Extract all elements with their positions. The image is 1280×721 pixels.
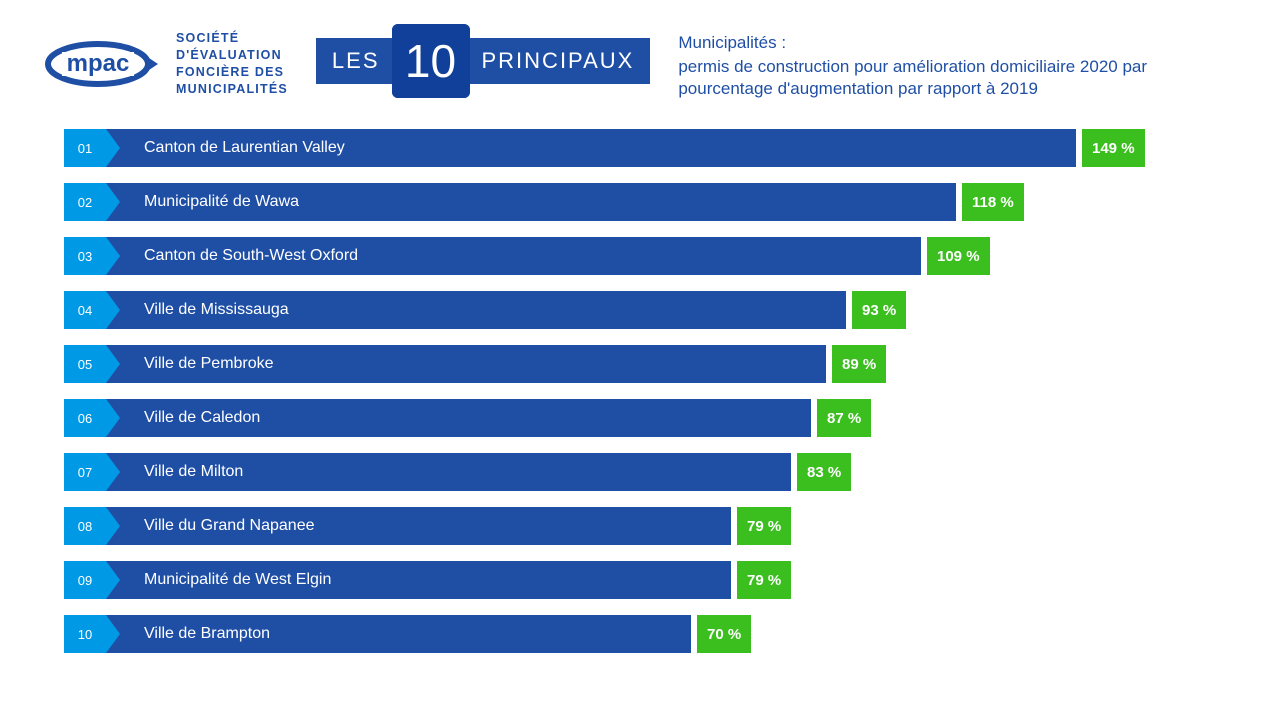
value-box: 79 % xyxy=(737,507,791,545)
logo-tagline-line: D'ÉVALUATION xyxy=(176,47,288,64)
bar-label: Ville de Mississauga xyxy=(144,301,289,319)
bar-label: Municipalité de West Elgin xyxy=(144,571,331,589)
bar-label: Canton de Laurentian Valley xyxy=(144,139,345,157)
header: mpac SOCIÉTÉ D'ÉVALUATION FONCIÈRE DES M… xyxy=(38,30,1242,99)
rank-tab: 08 xyxy=(64,507,106,545)
chart-row: 01 Canton de Laurentian Valley 149 % xyxy=(64,129,1216,167)
page: mpac SOCIÉTÉ D'ÉVALUATION FONCIÈRE DES M… xyxy=(0,0,1280,653)
logo-tagline-line: FONCIÈRE DES xyxy=(176,64,288,81)
value-box: 109 % xyxy=(927,237,990,275)
rank-tab: 09 xyxy=(64,561,106,599)
value-box: 93 % xyxy=(852,291,906,329)
value-box: 79 % xyxy=(737,561,791,599)
bar-label: Ville de Milton xyxy=(144,463,243,481)
rank-tab: 07 xyxy=(64,453,106,491)
bar: Ville de Mississauga xyxy=(106,291,846,329)
top10-chart: 01 Canton de Laurentian Valley 149 % 02 Muni… xyxy=(38,129,1242,653)
chart-row: 06 Ville de Caledon 87 % xyxy=(64,399,1216,437)
logo-tagline: SOCIÉTÉ D'ÉVALUATION FONCIÈRE DES MUNICI… xyxy=(176,30,288,98)
bar: Canton de Laurentian Valley xyxy=(106,129,1076,167)
title-left: LES xyxy=(316,38,396,84)
mpac-logo-icon: mpac xyxy=(38,34,158,94)
rank-tab: 04 xyxy=(64,291,106,329)
bar-label: Ville de Brampton xyxy=(144,625,270,643)
chart-row: 02 Municipalité de Wawa 118 % xyxy=(64,183,1216,221)
value-box: 149 % xyxy=(1082,129,1145,167)
rank-tab: 05 xyxy=(64,345,106,383)
chart-row: 07 Ville de Milton 83 % xyxy=(64,453,1216,491)
bar: Municipalité de West Elgin xyxy=(106,561,731,599)
title-badge: LES 10 PRINCIPAUX xyxy=(316,30,650,92)
logo-tagline-line: SOCIÉTÉ xyxy=(176,30,288,47)
bar: Ville de Pembroke xyxy=(106,345,826,383)
title-right: PRINCIPAUX xyxy=(466,38,651,84)
chart-row: 09 Municipalité de West Elgin 79 % xyxy=(64,561,1216,599)
bar: Ville du Grand Napanee xyxy=(106,507,731,545)
subtitle: Municipalités : permis de construction p… xyxy=(678,30,1242,99)
value-box: 118 % xyxy=(962,183,1024,221)
bar-label: Ville de Caledon xyxy=(144,409,260,427)
bar: Canton de South-West Oxford xyxy=(106,237,921,275)
value-box: 70 % xyxy=(697,615,751,653)
rank-tab: 06 xyxy=(64,399,106,437)
rank-tab: 10 xyxy=(64,615,106,653)
logo-block: mpac SOCIÉTÉ D'ÉVALUATION FONCIÈRE DES M… xyxy=(38,30,288,98)
subtitle-body: permis de construction pour amélioration… xyxy=(678,56,1242,100)
title-number: 10 xyxy=(392,24,470,98)
bar: Ville de Milton xyxy=(106,453,791,491)
bar: Ville de Brampton xyxy=(106,615,691,653)
bar-label: Ville du Grand Napanee xyxy=(144,517,315,535)
logo-wordmark: mpac xyxy=(67,50,130,77)
value-box: 87 % xyxy=(817,399,871,437)
bar: Ville de Caledon xyxy=(106,399,811,437)
bar-label: Municipalité de Wawa xyxy=(144,193,299,211)
rank-tab: 01 xyxy=(64,129,106,167)
rank-tab: 03 xyxy=(64,237,106,275)
value-box: 89 % xyxy=(832,345,886,383)
bar-label: Canton de South-West Oxford xyxy=(144,247,358,265)
chart-row: 04 Ville de Mississauga 93 % xyxy=(64,291,1216,329)
chart-row: 08 Ville du Grand Napanee 79 % xyxy=(64,507,1216,545)
chart-row: 10 Ville de Brampton 70 % xyxy=(64,615,1216,653)
subtitle-heading: Municipalités : xyxy=(678,32,1242,54)
bar-label: Ville de Pembroke xyxy=(144,355,274,373)
chart-row: 05 Ville de Pembroke 89 % xyxy=(64,345,1216,383)
bar: Municipalité de Wawa xyxy=(106,183,956,221)
logo-tagline-line: MUNICIPALITÉS xyxy=(176,81,288,98)
rank-tab: 02 xyxy=(64,183,106,221)
value-box: 83 % xyxy=(797,453,851,491)
chart-row: 03 Canton de South-West Oxford 109 % xyxy=(64,237,1216,275)
